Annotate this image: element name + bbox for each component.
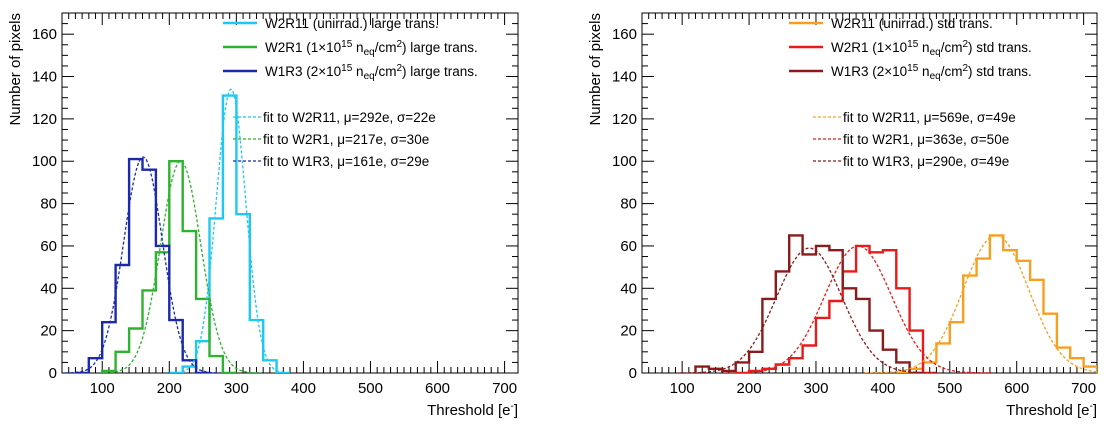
y-axis-title: Number of pixels	[7, 13, 24, 126]
legend-fit-label: fit to W1R3, μ=290e, σ=49e	[843, 154, 1009, 169]
x-tick-label: 200	[157, 380, 182, 397]
x-tick-label: 700	[1071, 380, 1096, 397]
x-tick-label: 300	[224, 380, 249, 397]
x-axis-title: Threshold [e-]	[427, 401, 518, 419]
y-tick-label: 160	[612, 26, 637, 43]
histogram-series-1	[169, 94, 290, 373]
legend-label: W1R3 (2×1015 neq/cm2) std trans.	[831, 63, 1032, 82]
x-tick-label: 100	[670, 380, 695, 397]
x-axis-title: Threshold [e-]	[1006, 401, 1097, 419]
x-tick-label: 100	[90, 380, 115, 397]
legend-label: W2R1 (1×1015 neq/cm2) std trans.	[831, 39, 1032, 58]
legend-fit-label: fit to W2R11, μ=569e, σ=49e	[843, 110, 1016, 125]
histogram-series-3	[694, 234, 923, 373]
legend-label: W1R3 (2×1015 neq/cm2) large trans.	[265, 63, 478, 82]
x-tick-label: 500	[358, 380, 383, 397]
y-tick-label: 0	[49, 365, 57, 382]
y-tick-label: 140	[612, 69, 637, 86]
y-tick-label: 20	[620, 323, 637, 340]
y-tick-label: 80	[40, 196, 57, 213]
legend-label: W2R11 (unirrad.) large trans.	[265, 16, 439, 31]
x-tick-label: 400	[291, 380, 316, 397]
y-tick-label: 40	[620, 280, 637, 297]
y-tick-label: 120	[612, 111, 637, 128]
x-tick-label: 200	[737, 380, 762, 397]
y-tick-label: 40	[40, 280, 57, 297]
fit-curve-2	[724, 245, 992, 373]
fit-curve-3	[678, 247, 941, 373]
y-tick-label: 160	[32, 26, 57, 43]
x-tick-label: 700	[492, 380, 517, 397]
y-tick-label: 140	[32, 69, 57, 86]
fit-curve-3	[65, 156, 221, 373]
y-tick-label: 60	[620, 238, 637, 255]
y-tick-label: 100	[32, 153, 57, 170]
y-tick-label: 60	[40, 238, 57, 255]
histogram-series-3	[75, 157, 210, 373]
legend-fit-label: fit to W1R3, μ=161e, σ=29e	[263, 154, 429, 169]
y-tick-label: 100	[612, 153, 637, 170]
histogram-series-2	[735, 244, 937, 373]
legend-fit-label: fit to W2R11, μ=292e, σ=22e	[263, 110, 436, 125]
x-tick-label: 600	[1004, 380, 1029, 397]
fit-curve-1	[172, 88, 290, 373]
x-tick-label: 300	[803, 380, 828, 397]
legend-label: W2R11 (unirrad.) std trans.	[831, 16, 993, 31]
histogram-series-1	[896, 234, 1097, 373]
y-tick-label: 120	[32, 111, 57, 128]
legend-fit-label: fit to W2R1, μ=363e, σ=50e	[843, 132, 1009, 147]
x-tick-label: 400	[870, 380, 895, 397]
y-tick-label: 80	[620, 196, 637, 213]
legend-label: W2R1 (1×1015 neq/cm2) large trans.	[265, 39, 478, 58]
x-tick-label: 600	[425, 380, 450, 397]
x-tick-label: 500	[937, 380, 962, 397]
chart-panel-1: 100 200 300 400 500 600 700 0 20 40 60 80 100 120 140 1…	[7, 12, 519, 419]
y-tick-label: 20	[40, 323, 57, 340]
y-tick-label: 0	[629, 365, 637, 382]
legend-fit-label: fit to W2R1, μ=217e, σ=30e	[263, 132, 429, 147]
chart-panel-2: 100 200 300 400 500 600 700 0 20 40 60 80 100 120 140 1…	[587, 12, 1098, 419]
y-axis-title: Number of pixels	[587, 13, 604, 126]
